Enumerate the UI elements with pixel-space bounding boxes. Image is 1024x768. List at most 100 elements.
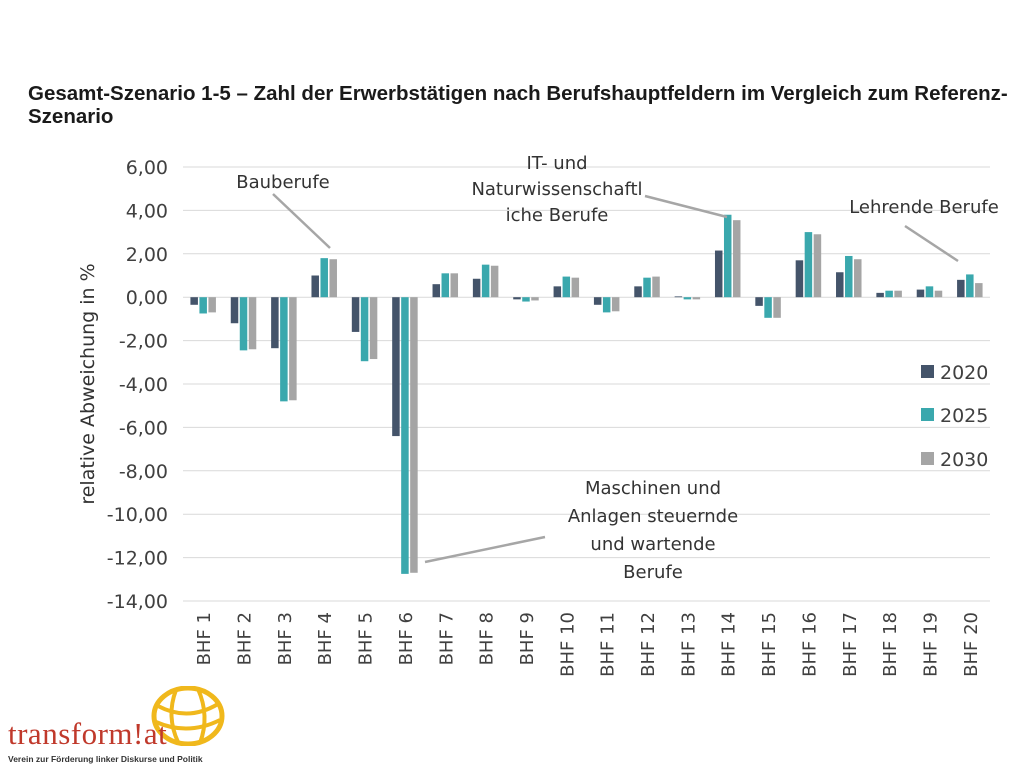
annotation-leader-line [904, 224, 959, 263]
y-axis-ticks: 6,00 4,00 2,00 0,00 -2,00 -4,00 -6,00 -8,00 -10,… [107, 157, 168, 613]
annotation-leader-line [424, 535, 546, 564]
bar-2020 [432, 284, 441, 298]
bar-2020 [311, 275, 319, 298]
legend-label-2025: 2025 [940, 405, 988, 427]
x-tick-label: BHF 5 [356, 612, 377, 665]
x-tick-label: BHF 18 [880, 612, 901, 677]
bar-2030 [329, 259, 337, 298]
legend-swatch-2030 [921, 452, 934, 465]
chart-title: Gesamt-Szenario 1-5 – Zahl der Erwerbstä… [28, 82, 1008, 128]
y-tick-label: -8,00 [119, 461, 168, 483]
x-tick-label: BHF 16 [799, 612, 820, 677]
x-tick-label: BHF 14 [719, 612, 740, 677]
logo-tagline: Verein zur Förderung linker Diskurse und… [8, 754, 203, 764]
bar-2025 [360, 297, 369, 362]
x-axis-ticks: BHF 1 BHF 2 BHF 3 BHF 4 BHF 5 BHF 6 BHF 7 BHF 8… [194, 612, 982, 677]
legend-swatch-2020 [921, 365, 934, 378]
bar-2025 [723, 214, 732, 298]
y-tick-label: -14,00 [107, 591, 168, 613]
bar-2030 [894, 290, 902, 298]
legend-label-2030: 2030 [940, 449, 988, 471]
bar-2025 [845, 255, 853, 298]
bar-2030 [611, 297, 620, 312]
bar-2025 [239, 297, 248, 351]
bar-2025 [643, 277, 651, 298]
bar-2025 [764, 297, 772, 318]
x-tick-label: BHF 19 [920, 612, 941, 677]
y-tick-label: 6,00 [126, 157, 168, 179]
bar-2020 [271, 297, 279, 349]
bar-2025 [925, 286, 934, 298]
annotation-label: Lehrende Berufe [849, 197, 999, 218]
bar-2020 [472, 278, 481, 298]
bar-2025 [683, 297, 692, 300]
annotation-label: Bauberufe [236, 172, 330, 193]
bar-chart: 6,00 4,00 2,00 0,00 -2,00 -4,00 -6,00 -8,00 -10,… [77, 153, 999, 677]
annotation-label: Naturwissenschaftl [471, 179, 642, 200]
bar-2030 [975, 283, 983, 298]
legend-swatch-2025 [921, 408, 934, 421]
bar-2025 [804, 232, 813, 298]
y-tick-label: -6,00 [119, 417, 168, 439]
bar-2020 [513, 297, 521, 300]
legend-label-2020: 2020 [940, 362, 988, 384]
bar-2030 [208, 297, 216, 313]
y-tick-label: -4,00 [119, 374, 168, 396]
bar-2030 [934, 290, 943, 298]
y-tick-label: -2,00 [119, 331, 168, 353]
annotation-label: iche Berufe [506, 205, 609, 226]
bar-2030 [369, 297, 378, 360]
bar-2030 [652, 276, 660, 298]
bar-2030 [571, 277, 580, 298]
x-tick-label: BHF 6 [396, 612, 417, 665]
bar-2020 [392, 297, 400, 437]
x-tick-label: BHF 1 [194, 612, 215, 665]
y-tick-label: 2,00 [126, 244, 168, 266]
bar-2020 [351, 297, 360, 332]
bar-2030 [813, 234, 822, 298]
bar-2020 [634, 286, 642, 298]
bar-2020 [230, 297, 239, 324]
annotation-label: Maschinen und [585, 478, 721, 499]
x-tick-label: BHF 13 [678, 612, 699, 677]
annotation-label: Anlagen steuernde [568, 506, 738, 527]
bar-2025 [199, 297, 207, 314]
bar-2025 [401, 297, 409, 574]
bar-2020 [876, 292, 884, 298]
bar-2030 [410, 297, 418, 573]
x-tick-label: BHF 3 [275, 612, 296, 665]
bar-2030 [854, 259, 862, 298]
x-tick-label: BHF 15 [759, 612, 780, 677]
annotation-label: IT- und [526, 153, 587, 174]
x-tick-label: BHF 11 [598, 612, 619, 677]
bar-2020 [795, 260, 804, 298]
x-tick-label: BHF 2 [235, 612, 256, 665]
annotations: Bauberufe IT- und Naturwissenschaftl iche B… [236, 153, 999, 583]
y-tick-label: 0,00 [126, 287, 168, 309]
bar-2020 [593, 297, 602, 305]
annotation-label: Berufe [623, 562, 683, 583]
x-tick-label: BHF 7 [436, 612, 457, 665]
bar-2020 [190, 297, 198, 305]
bar-2020 [553, 286, 562, 298]
bar-2020 [755, 297, 763, 306]
bar-2020 [957, 279, 965, 298]
x-tick-label: BHF 10 [557, 612, 578, 677]
transform-logo: transform!at Verein zur Förderung linker… [8, 686, 238, 766]
bar-2025 [602, 297, 611, 313]
bar-2025 [481, 264, 490, 298]
bar-2020 [836, 272, 844, 298]
bar-2025 [885, 290, 893, 298]
legend: 2020 2025 2030 [921, 362, 988, 471]
bar-2025 [280, 297, 288, 402]
bar-2030 [732, 220, 741, 298]
bar-group [190, 214, 983, 574]
bar-2030 [289, 297, 297, 401]
x-tick-label: BHF 20 [961, 612, 982, 677]
bar-2020 [674, 296, 683, 298]
grid-lines [183, 166, 990, 602]
bar-2030 [773, 297, 781, 318]
y-tick-label: -10,00 [107, 504, 168, 526]
logo-wordmark: transform!at [8, 716, 168, 751]
annotation-label: und wartende [590, 534, 715, 555]
